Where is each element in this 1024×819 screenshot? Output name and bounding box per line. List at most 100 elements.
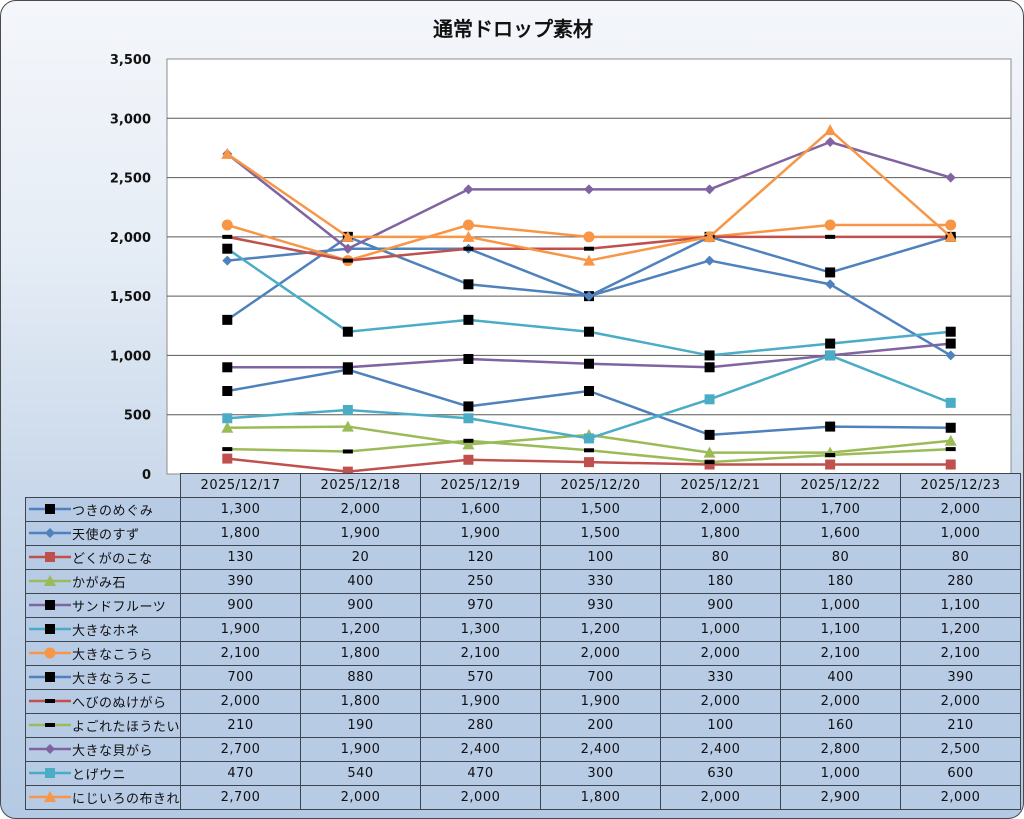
table-cell-value: 80: [780, 544, 902, 570]
table-cell-value: 570: [420, 664, 542, 690]
data-point-marker: [463, 454, 474, 465]
legend-entry: へびのぬけがら: [24, 688, 182, 714]
data-point-marker: [341, 230, 354, 242]
data-point-marker: [584, 457, 594, 468]
series-name: 大きなうろこ: [72, 671, 154, 687]
table-row: 大きなこうら 2,100 1,800 2,100 2,000 2,000 2,100 2,10…: [24, 640, 1022, 666]
legend-entry: どくがのこな: [24, 544, 182, 570]
table-cell-value: 2,000: [420, 784, 542, 810]
table-row: よごれたほうたい 210 190 280 200 100 160 210: [24, 712, 1022, 738]
data-point-marker: [222, 413, 233, 424]
legend-entry: 大きな貝がら: [24, 736, 182, 762]
data-point-marker: [704, 350, 715, 361]
data-point-marker: [944, 434, 957, 446]
data-point-marker: [342, 404, 353, 415]
legend-marker: [45, 504, 55, 514]
table-row: つきのめぐみ 1,300 2,000 1,600 1,500 2,000 1,700 2,00…: [24, 496, 1022, 522]
table-cell-value: 600: [900, 760, 1022, 786]
table-cell-value: 1,000: [780, 760, 902, 786]
data-point-marker: [945, 350, 956, 361]
table-cell-value: 1,600: [780, 520, 902, 546]
y-tick-label: 3,500: [110, 53, 151, 68]
table-cell-value: 330: [540, 568, 662, 594]
series-name: 大きなホネ: [72, 623, 140, 639]
table-cell-value: 2,000: [900, 496, 1022, 522]
y-tick-label: 2,500: [110, 172, 151, 187]
table-cell-value: 700: [540, 664, 662, 690]
series-name: どくがのこな: [72, 551, 153, 567]
legend-marker: [45, 600, 55, 610]
series-3: [222, 453, 956, 477]
data-point-marker: [462, 219, 474, 231]
y-tick-label: 3,000: [110, 112, 151, 127]
table-cell-value: 2,000: [780, 688, 902, 714]
legend-marker: [45, 699, 55, 703]
legend-key-icon: [29, 723, 71, 727]
data-point-marker: [341, 420, 354, 432]
data-point-marker: [342, 258, 353, 263]
table-cell-value: 1,800: [300, 688, 422, 714]
data-point-marker: [584, 433, 594, 444]
table-cell-value: 2,000: [660, 640, 782, 666]
x-tick-label: 2025/12/17: [180, 473, 302, 498]
data-point-marker: [945, 326, 956, 337]
legend-entry: サンドフルーツ: [24, 592, 182, 618]
table-cell-value: 1,900: [420, 688, 542, 714]
table-cell-value: 390: [900, 664, 1022, 690]
data-point-marker: [462, 438, 475, 450]
data-point-marker: [825, 459, 836, 470]
x-tick-label: 2025/12/20: [540, 473, 662, 498]
table-cell-value: 1,200: [900, 616, 1022, 642]
table-row: へびのぬけがら 2,000 1,800 1,900 1,900 2,000 2,000 2,0…: [24, 688, 1022, 714]
table-row: どくがのこな 130 20 120 100 80 80 80: [24, 544, 1022, 570]
data-point-marker: [825, 267, 836, 278]
table-cell-value: 20: [300, 544, 422, 570]
x-tick-label: 2025/12/22: [780, 473, 902, 498]
data-point-marker: [222, 386, 233, 396]
data-point-marker: [704, 459, 715, 470]
table-cell-value: 2,000: [540, 640, 662, 666]
data-point-marker: [944, 230, 957, 242]
legend-marker: [44, 647, 56, 659]
table-cell-value: 1,300: [180, 496, 302, 522]
data-point-marker: [584, 184, 594, 195]
data-point-marker: [704, 184, 715, 195]
table-cell-value: 900: [180, 592, 302, 618]
legend-key-icon: [29, 528, 71, 538]
series-10: [222, 438, 956, 465]
table-cell-value: 470: [180, 760, 302, 786]
legend-marker: [45, 744, 55, 754]
table-row: 大きなうろこ 700 880 570 700 330 400 390: [24, 664, 1022, 690]
y-tick-label: 0: [142, 468, 151, 483]
table-cell-value: 2,900: [780, 784, 902, 810]
x-tick-label: 2025/12/21: [660, 473, 782, 498]
data-point-marker: [584, 326, 594, 337]
table-cell-value: 2,100: [780, 640, 902, 666]
legend-marker: [45, 552, 55, 562]
series-name: よごれたほうたい: [72, 719, 181, 735]
table-cell-value: 1,100: [780, 616, 902, 642]
legend-entry: にじいろの布きれ: [24, 784, 182, 810]
data-point-marker: [704, 394, 715, 405]
legend-entry: 大きなこうら: [24, 640, 182, 666]
data-point-marker: [824, 219, 836, 231]
legend-key-icon: [29, 791, 71, 802]
table-cell-value: 2,000: [300, 496, 422, 522]
legend-key-icon: [29, 744, 71, 754]
table-cell-value: 970: [420, 592, 542, 618]
table-cell-value: 2,400: [420, 736, 542, 762]
data-point-marker: [704, 460, 715, 465]
data-point-marker: [342, 466, 353, 477]
data-point-marker: [945, 172, 956, 183]
legend-marker: [45, 624, 55, 634]
legend-entry: とげウニ: [24, 760, 182, 786]
table-row: かがみ石 390 400 250 330 180 180 280: [24, 568, 1022, 594]
legend-entry: よごれたほうたい: [24, 712, 182, 738]
data-point-marker: [463, 438, 474, 443]
y-tick-label: 1,000: [110, 349, 151, 364]
legend-marker: [44, 791, 56, 802]
table-cell-value: 900: [300, 592, 422, 618]
series-13: [221, 124, 957, 266]
table-cell-value: 280: [900, 568, 1022, 594]
